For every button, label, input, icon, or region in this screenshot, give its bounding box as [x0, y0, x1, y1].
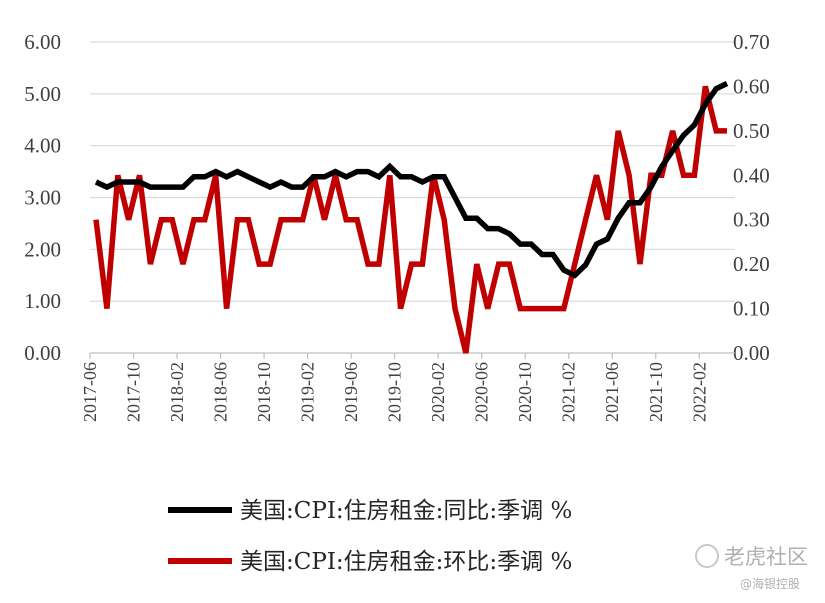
series-line-yoy — [94, 81, 729, 279]
right-tick-label: 0.40 — [733, 163, 770, 187]
left-tick-label: 6.00 — [24, 30, 61, 54]
left-tick-label: 0.00 — [24, 341, 61, 365]
x-tick-label: 2018-10 — [254, 362, 274, 422]
x-tick-label: 2020-10 — [515, 362, 535, 422]
gridlines — [90, 41, 735, 302]
x-tick-label: 2018-06 — [211, 362, 231, 422]
watermark-brand: 老虎社区 — [724, 545, 808, 569]
x-axis: 2017-06 2017-10 2018-02 2018-06 2018-10 2019-… — [80, 352, 735, 422]
right-axis-ticks: 0.00 0.10 0.20 0.30 0.40 0.50 0.60 0.70 — [733, 30, 770, 365]
right-tick-label: 0.20 — [733, 252, 770, 276]
x-tick-label: 2019-10 — [385, 362, 405, 422]
left-tick-label: 3.00 — [24, 186, 61, 210]
right-tick-label: 0.50 — [733, 119, 770, 143]
tiger-logo-icon — [695, 544, 719, 568]
x-tick-label: 2019-06 — [341, 362, 361, 422]
right-tick-label: 0.70 — [733, 30, 770, 54]
right-tick-label: 0.60 — [733, 74, 770, 98]
x-tick-label: 2021-10 — [646, 362, 666, 422]
x-tick-label: 2020-06 — [472, 362, 492, 422]
right-tick-label: 0.10 — [733, 297, 770, 321]
left-tick-label: 4.00 — [24, 134, 61, 158]
right-tick-label: 0.00 — [733, 341, 770, 365]
x-tick-label: 2020-02 — [428, 362, 448, 422]
left-tick-label: 2.00 — [24, 237, 61, 261]
series-line-mom — [93, 85, 727, 354]
right-tick-label: 0.30 — [733, 208, 770, 232]
left-axis-ticks: 0.00 1.00 2.00 3.00 4.00 5.00 6.00 — [24, 30, 61, 365]
x-tick-label: 2019-02 — [298, 362, 318, 422]
x-tick-label: 2021-06 — [602, 362, 622, 422]
watermark: 老虎社区 @海银控股 — [695, 544, 808, 591]
legend-label-mom: 美国:CPI:住房租金:环比:季调 % — [240, 549, 572, 575]
x-tick-label: 2018-02 — [167, 362, 187, 422]
left-tick-label: 5.00 — [24, 82, 61, 106]
x-tick-label: 2022-02 — [689, 362, 709, 422]
legend: 美国:CPI:住房租金:同比:季调 % 美国:CPI:住房租金:环比:季调 % — [168, 498, 572, 575]
watermark-handle: @海银控股 — [740, 576, 800, 591]
left-tick-label: 1.00 — [24, 289, 61, 313]
x-tick-label: 2017-10 — [124, 362, 144, 422]
series-layer — [93, 81, 729, 354]
x-tick-label: 2017-06 — [80, 362, 100, 422]
legend-label-yoy: 美国:CPI:住房租金:同比:季调 % — [240, 498, 572, 524]
x-tick-label: 2021-02 — [559, 362, 579, 422]
